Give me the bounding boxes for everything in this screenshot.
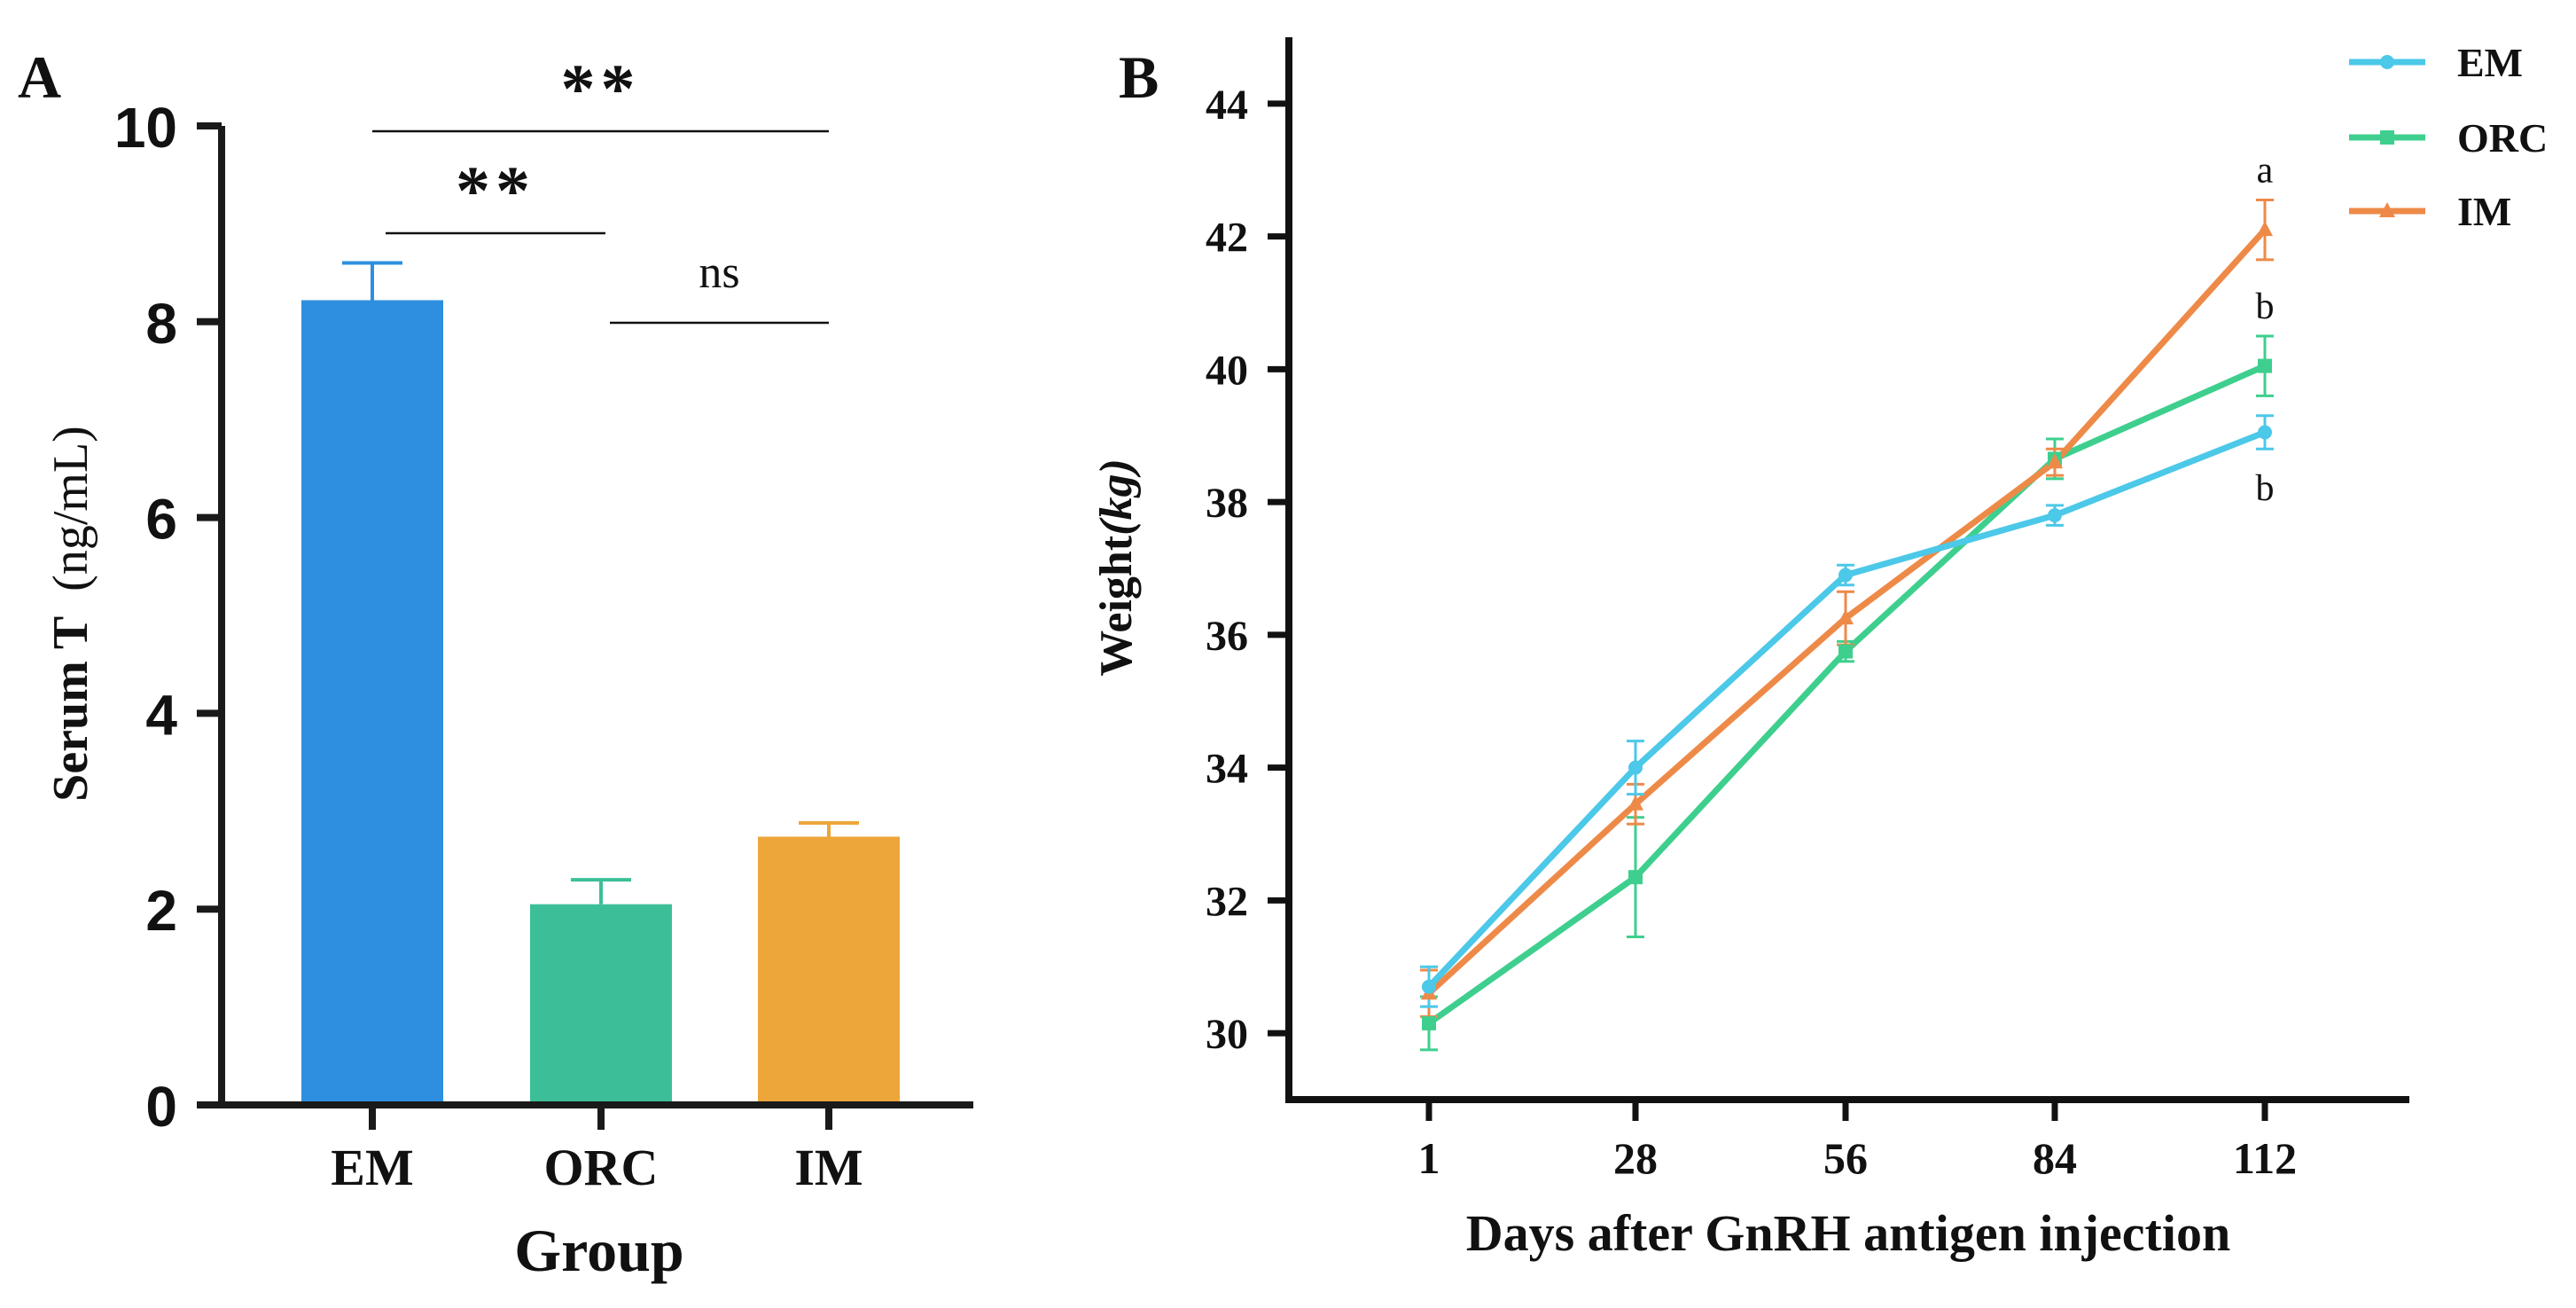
marker-em [1628, 760, 1643, 775]
a-y-axis-title-unit: (ng/mL) [43, 426, 98, 591]
bar-orc [530, 904, 672, 1105]
legend-label-em: EM [2457, 40, 2523, 85]
b-y-axis-title-unit: (kg) [1091, 458, 1142, 536]
b-y-tick-label: 30 [1206, 1011, 1248, 1058]
a-bars [301, 300, 900, 1106]
a-x-ticks: EM ORC IM [331, 1105, 863, 1196]
annotation-em: b [2256, 468, 2275, 509]
a-x-tick-label: ORC [544, 1139, 659, 1196]
b-y-tick-label: 38 [1206, 480, 1248, 527]
bar-em [301, 300, 443, 1106]
a-y-tick-label: 8 [145, 292, 177, 356]
a-y-tick-label: 6 [145, 488, 177, 552]
b-y-tick-label: 44 [1206, 82, 1248, 129]
annotation-im: a [2257, 150, 2274, 191]
marker-im [2257, 221, 2273, 237]
a-significance-label: ns [699, 247, 739, 298]
b-x-tick-label: 112 [2233, 1133, 2297, 1183]
marker-im [1628, 795, 1643, 811]
bar-im [758, 836, 900, 1105]
marker-orc [1628, 870, 1643, 885]
a-significance-brackets: ** ** ns [372, 50, 829, 325]
a-x-tick-label: IM [794, 1139, 863, 1196]
legend-label-im: IM [2457, 189, 2511, 234]
b-y-tick-label: 40 [1206, 347, 1248, 394]
b-y-tick-label: 36 [1206, 613, 1248, 660]
b-legend: EM ORC IM [2349, 40, 2548, 234]
a-error-bars [342, 261, 859, 905]
marker-em [2048, 508, 2062, 523]
b-y-tick-label: 42 [1206, 215, 1248, 262]
b-y-tick-label: 34 [1206, 746, 1248, 793]
marker-orc [1422, 1015, 1436, 1030]
a-y-tick-label: 2 [145, 879, 177, 943]
marker-orc [1838, 644, 1853, 659]
series-line-em [1426, 429, 2267, 990]
marker-orc [2258, 358, 2272, 373]
a-y-ticks: 0 2 4 6 8 10 [114, 96, 222, 1139]
b-error-bars [1420, 198, 2274, 1052]
b-x-axis-title: Days after GnRH antigen injection [1466, 1204, 2230, 1262]
panel-a-letter: A [18, 43, 61, 111]
a-y-tick-label: 0 [145, 1075, 177, 1139]
marker-em [1422, 979, 1436, 994]
annotation-orc: b [2256, 286, 2275, 327]
b-y-ticks: 30 32 34 36 38 40 42 44 [1206, 82, 1289, 1058]
marker-im [1838, 609, 1854, 625]
a-y-tick-label: 4 [145, 683, 177, 747]
b-x-tick-label: 84 [2033, 1133, 2077, 1183]
marker-em [1838, 568, 1853, 583]
marker-em [2258, 425, 2272, 440]
b-x-ticks: 1 28 56 84 112 [1418, 1100, 2297, 1183]
a-x-axis-title: Group [514, 1217, 683, 1284]
a-y-axis-title-main: Serum T [43, 616, 98, 802]
a-y-axis-title: Serum T (ng/mL) [43, 426, 98, 802]
legend-marker-em [2380, 55, 2394, 69]
marker-im [2047, 453, 2063, 469]
b-annotations: a b b [2256, 150, 2275, 509]
b-x-tick-label: 56 [1823, 1133, 1868, 1183]
a-significance-label: ** [561, 50, 641, 127]
panel-a-bar-chart: 0 2 4 6 8 10 EM ORC IM ** ** ns Group Serum T (ng… [43, 50, 973, 1284]
b-y-axis-title-main: Weight [1091, 535, 1142, 677]
panel-b-letter: B [1119, 43, 1159, 111]
a-y-tick-label: 10 [114, 96, 177, 160]
b-x-tick-label: 28 [1613, 1133, 1658, 1183]
a-significance-label: ** [456, 152, 535, 229]
legend-label-orc: ORC [2457, 115, 2548, 161]
b-y-axis-title: Weight(kg) [1091, 458, 1142, 677]
legend-marker-orc [2380, 130, 2394, 145]
legend-marker-im [2379, 202, 2395, 217]
b-x-tick-label: 1 [1418, 1133, 1440, 1183]
b-y-tick-label: 32 [1206, 878, 1248, 925]
series-line-orc [1426, 363, 2267, 1026]
b-markers [1421, 221, 2273, 1030]
a-x-tick-label: EM [331, 1139, 413, 1196]
